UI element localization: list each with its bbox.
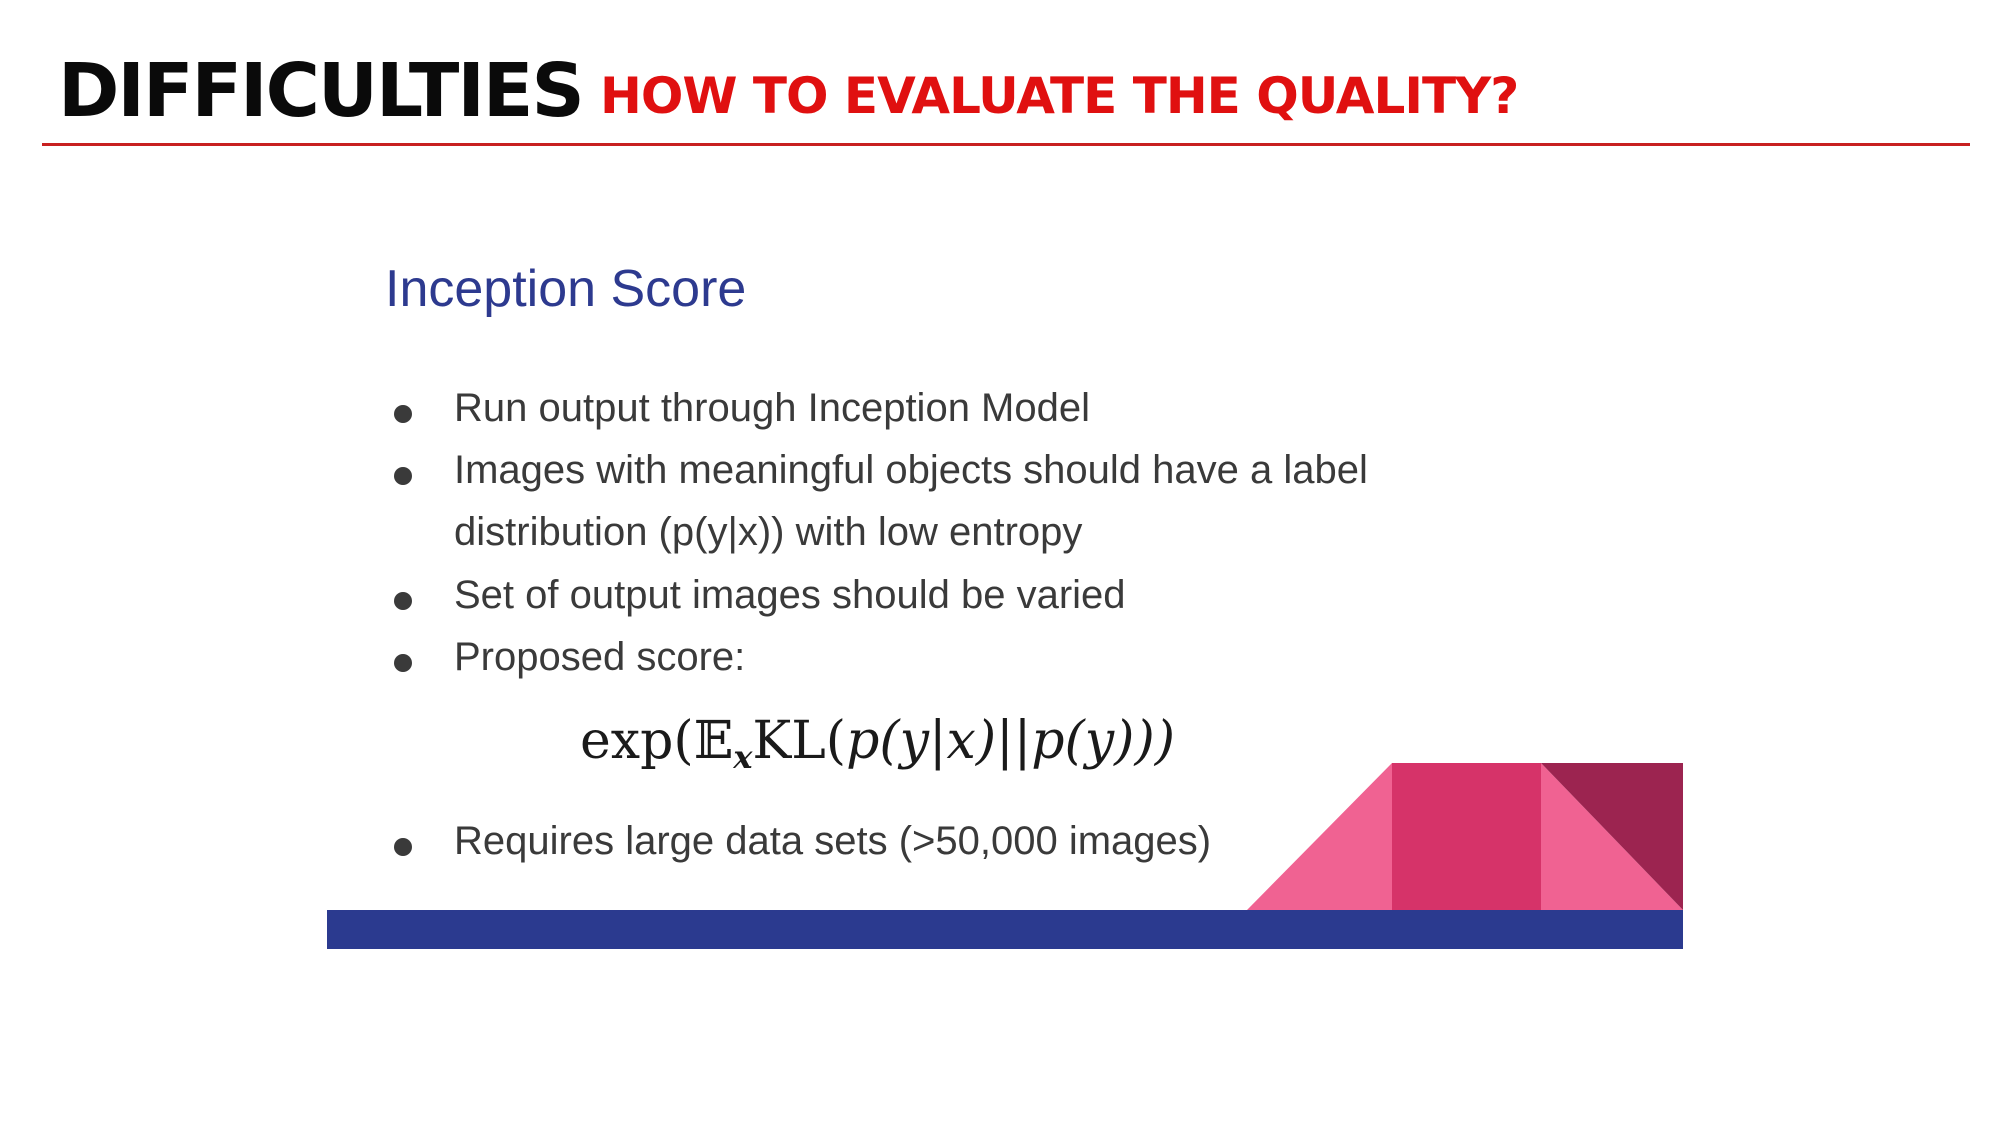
bullet-item: Run output through Inception Model — [454, 386, 1090, 430]
bullet-dot — [394, 405, 412, 423]
inception-score-formula: exp(𝔼xKL(p(y|x)||p(y))) — [580, 706, 1175, 792]
page-title: DIFFICULTIES — [58, 48, 585, 134]
page-subtitle: HOW TO EVALUATE THE QUALITY? — [600, 67, 1519, 125]
formula-kl: KL( — [752, 711, 847, 771]
title-divider — [42, 143, 1970, 146]
bullet-item: Requires large data sets (>50,000 images… — [454, 819, 1212, 863]
formula-expectation-sub: x — [733, 738, 753, 776]
bullet-dot — [394, 838, 412, 856]
formula-p2: p — [1031, 711, 1065, 771]
decor-maroon-triangle — [1541, 763, 1683, 910]
decor-pink-block — [1392, 763, 1541, 910]
bullet-dot — [394, 654, 412, 672]
decor-pink-triangle-left — [1247, 763, 1392, 910]
bullet-item: Set of output images should be varied — [454, 573, 1126, 617]
formula-end: (y))) — [1064, 711, 1176, 771]
formula-exp: exp( — [580, 711, 694, 771]
bottom-blue-bar — [327, 910, 1683, 949]
bullet-item-continuation: distribution (p(y|x)) with low entropy — [454, 510, 1083, 554]
slide-heading: Inception Score — [385, 260, 747, 318]
bullet-item: Images with meaningful objects should ha… — [454, 448, 1368, 492]
formula-p1: p — [846, 711, 880, 771]
bullet-item: Proposed score: — [454, 635, 746, 679]
formula-mid: (y|x)|| — [879, 711, 1032, 771]
bullet-dot — [394, 592, 412, 610]
bullet-dot — [394, 467, 412, 485]
formula-expectation: 𝔼 — [693, 711, 734, 771]
